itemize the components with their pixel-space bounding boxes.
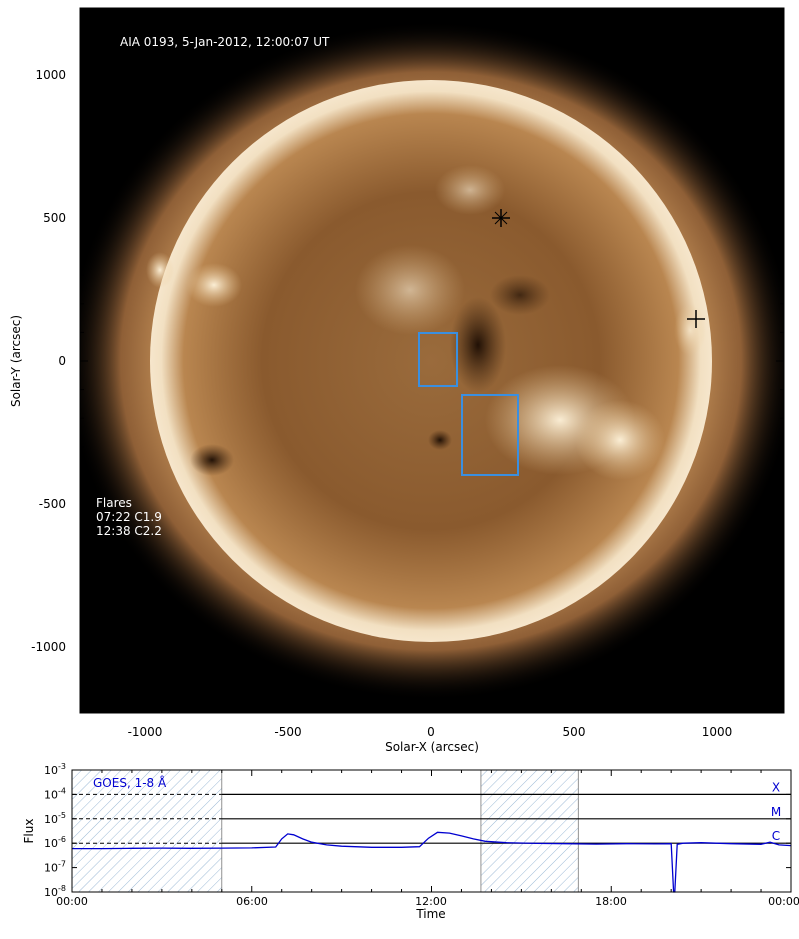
sun-graphic (80, 21, 784, 701)
x-tick-label: 500 (563, 725, 586, 739)
bright-region (575, 400, 665, 480)
bright-region (355, 245, 465, 335)
image-title: AIA 0193, 5-Jan-2012, 12:00:07 UT (120, 35, 330, 49)
y-tick-label: 0 (58, 354, 66, 368)
bright-region (435, 165, 505, 215)
coronal-hole (490, 275, 550, 315)
class-label-m: M (771, 805, 781, 819)
flux-tick-label: 10-4 (44, 786, 66, 801)
flux-tick-label: 10-5 (44, 811, 66, 826)
hatched-interval (72, 770, 222, 892)
goes-plot: GOES, 1-8 Å X M C 00:00 06:00 12:00 18:0… (22, 762, 799, 921)
x-tick-label: -500 (274, 725, 301, 739)
time-axis-label: Time (415, 907, 445, 921)
coronal-hole (428, 430, 452, 450)
goes-series-line (72, 831, 792, 893)
flare-entry: 07:22 C1.9 (96, 510, 162, 524)
coronal-hole (450, 297, 506, 393)
y-tick-label: -500 (39, 497, 66, 511)
flux-axis-label: Flux (22, 819, 36, 844)
x-tick-label: 0 (427, 725, 435, 739)
y-tick-label: 500 (43, 211, 66, 225)
time-tick-label: 06:00 (236, 895, 268, 908)
time-tick-label: 12:00 (415, 895, 447, 908)
time-tick-label: 00:00 (56, 895, 88, 908)
plot-ticks (71, 769, 792, 893)
bright-region (186, 263, 242, 307)
y-axis-label: Solar-Y (arcsec) (9, 315, 23, 407)
plus-marker (687, 310, 705, 328)
plus-marker (492, 209, 510, 227)
time-tick-label: 18:00 (595, 895, 627, 908)
y-tick-label: -1000 (31, 640, 66, 654)
solar-image-panel: AIA 0193, 5-Jan-2012, 12:00:07 UT Flares… (9, 7, 785, 754)
region-box (461, 394, 519, 476)
sun-disk (150, 80, 712, 642)
flux-tick-label: 10-8 (44, 884, 66, 899)
flux-tick-labels: 10-3 10-4 10-5 10-6 10-7 10-8 (44, 762, 66, 899)
bright-region (674, 304, 706, 356)
x-tick-label: -1000 (128, 725, 163, 739)
flux-tick-label: 10-6 (44, 835, 66, 850)
coronal-hole (190, 444, 234, 476)
bright-region (146, 252, 174, 288)
image-ticks (80, 8, 784, 713)
time-tick-label: 00:00 (768, 895, 799, 908)
flux-tick-label: 10-7 (44, 860, 66, 875)
flares-heading: Flares (96, 496, 132, 510)
x-axis-label: Solar-X (arcsec) (385, 740, 479, 754)
flux-tick-label: 10-3 (44, 762, 66, 777)
plot-legend: GOES, 1-8 Å (93, 775, 167, 790)
region-box (418, 332, 458, 387)
flare-entry: 12:38 C2.2 (96, 524, 162, 538)
x-tick-label: 1000 (702, 725, 733, 739)
hatched-interval (480, 770, 579, 892)
class-label-c: C (772, 829, 780, 843)
y-tick-label: 1000 (35, 68, 66, 82)
class-label-x: X (772, 780, 780, 794)
